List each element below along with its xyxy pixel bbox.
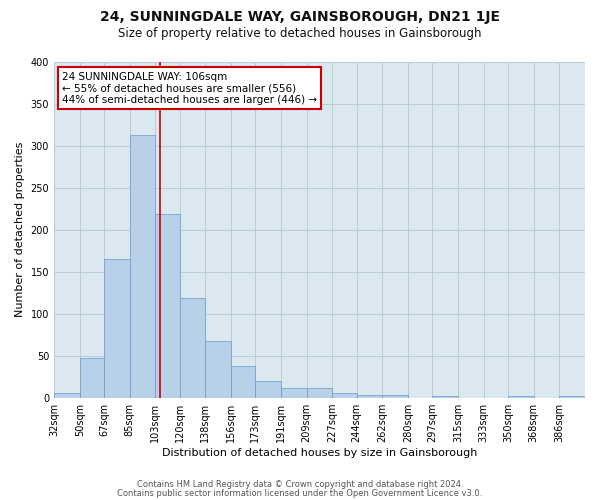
- Bar: [382, 395, 408, 398]
- Bar: [356, 395, 382, 398]
- Bar: [104, 259, 130, 398]
- Y-axis label: Number of detached properties: Number of detached properties: [15, 142, 25, 317]
- Bar: [432, 396, 458, 398]
- Bar: [508, 396, 533, 398]
- Text: Size of property relative to detached houses in Gainsborough: Size of property relative to detached ho…: [118, 28, 482, 40]
- Bar: [130, 134, 155, 398]
- Bar: [205, 342, 231, 398]
- Text: 24, SUNNINGDALE WAY, GAINSBOROUGH, DN21 1JE: 24, SUNNINGDALE WAY, GAINSBOROUGH, DN21 …: [100, 10, 500, 24]
- Text: 24 SUNNINGDALE WAY: 106sqm
← 55% of detached houses are smaller (556)
44% of sem: 24 SUNNINGDALE WAY: 106sqm ← 55% of deta…: [62, 72, 317, 105]
- Bar: [179, 298, 205, 398]
- Bar: [231, 366, 255, 398]
- Bar: [307, 388, 332, 398]
- Text: Contains public sector information licensed under the Open Government Licence v3: Contains public sector information licen…: [118, 488, 482, 498]
- Bar: [559, 396, 585, 398]
- Text: Contains HM Land Registry data © Crown copyright and database right 2024.: Contains HM Land Registry data © Crown c…: [137, 480, 463, 489]
- Bar: [332, 394, 356, 398]
- Bar: [281, 388, 307, 398]
- X-axis label: Distribution of detached houses by size in Gainsborough: Distribution of detached houses by size …: [162, 448, 477, 458]
- Bar: [255, 381, 281, 398]
- Bar: [54, 394, 80, 398]
- Bar: [155, 214, 179, 398]
- Bar: [80, 358, 104, 398]
